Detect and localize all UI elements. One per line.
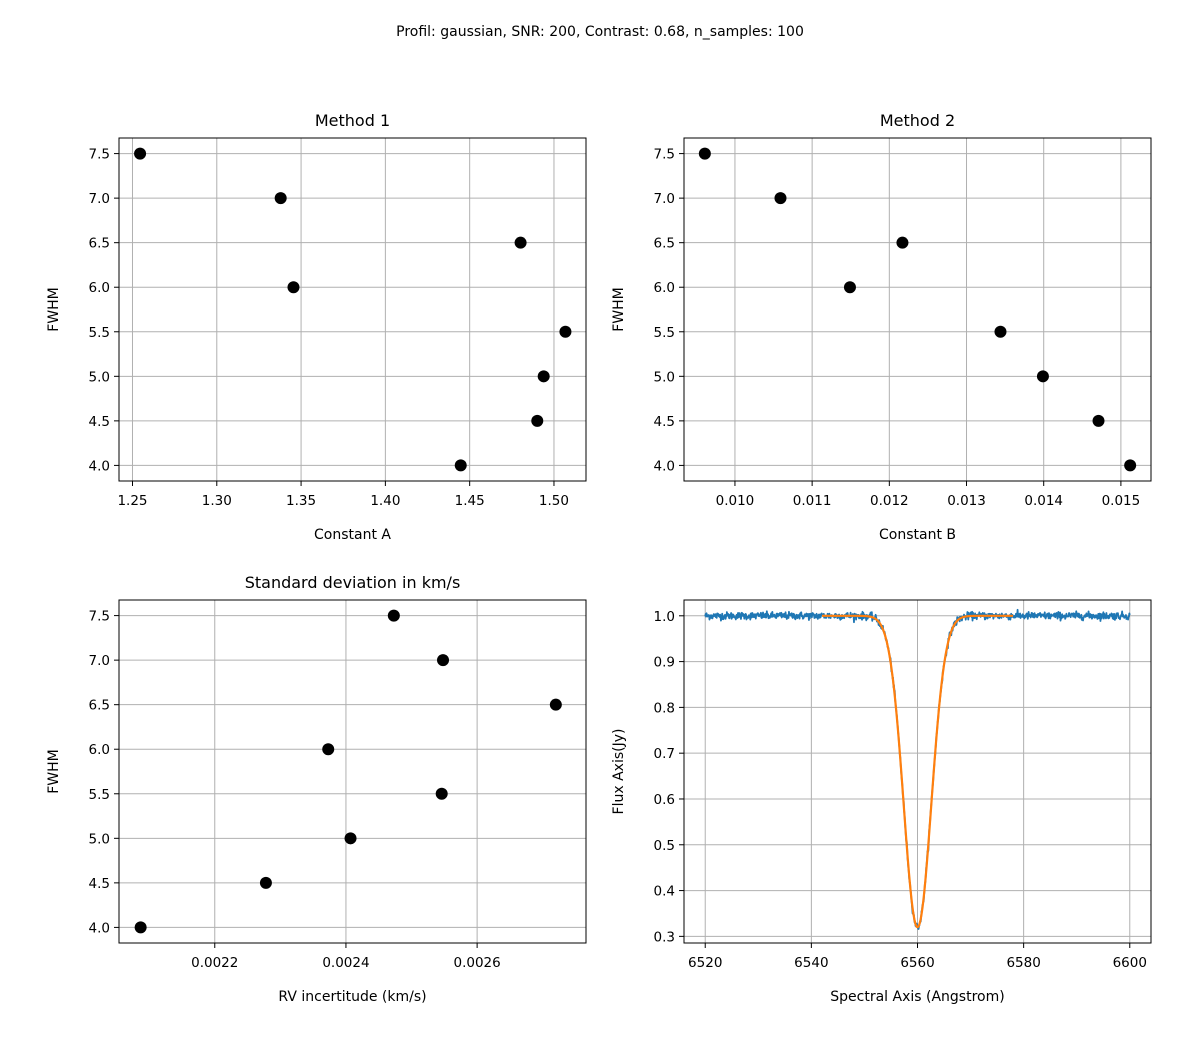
axes-frame <box>118 137 587 482</box>
y-tick-label: 0.5 <box>654 838 675 854</box>
y-axis-label: FWHM <box>611 287 627 332</box>
x-axis-label: Constant A <box>314 527 391 543</box>
x-axis-label: Spectral Axis (Angstrom) <box>830 989 1004 1005</box>
y-tick-label: 4.5 <box>89 876 110 892</box>
figure-suptitle: Profil: gaussian, SNR: 200, Contrast: 0.… <box>396 24 804 40</box>
x-tick-label: 6580 <box>1006 955 1040 971</box>
scatter-point <box>531 414 544 427</box>
x-tick-label: 6560 <box>900 955 934 971</box>
scatter-point <box>1036 370 1049 383</box>
y-tick-label: 7.5 <box>89 609 110 625</box>
y-tick-label: 6.0 <box>89 742 110 758</box>
y-tick-label: 0.8 <box>654 700 675 716</box>
x-tick-label: 6600 <box>1113 955 1147 971</box>
scatter-point <box>559 325 572 338</box>
scatter-point <box>344 832 357 845</box>
y-tick-label: 0.3 <box>654 929 675 945</box>
scatter-point <box>774 192 787 205</box>
x-tick-label: 6540 <box>794 955 828 971</box>
scatter-point <box>387 609 400 622</box>
y-tick-label: 7.0 <box>89 653 110 669</box>
scatter-point <box>259 876 272 889</box>
y-tick-label: 4.0 <box>89 458 110 474</box>
x-tick-label: 0.015 <box>1102 493 1141 509</box>
x-axis-label: RV incertitude (km/s) <box>278 989 426 1005</box>
x-axis-label: Constant B <box>879 527 956 543</box>
y-tick-label: 4.0 <box>654 458 675 474</box>
y-tick-label: 7.0 <box>89 191 110 207</box>
x-tick-label: 1.50 <box>539 493 569 509</box>
chart-panel-4: 6520 6540 6560 6580 6600 0.3 0.4 0.5 0.6 0.7 0.8 0.… <box>611 599 1152 1005</box>
y-tick-label: 1.0 <box>654 609 675 625</box>
y-tick-label: 5.5 <box>89 325 110 341</box>
y-tick-label: 0.6 <box>654 792 675 808</box>
x-tick-label: 1.45 <box>455 493 485 509</box>
y-tick-label: 4.0 <box>89 920 110 936</box>
scatter-point <box>514 236 527 249</box>
scatter-point <box>698 147 711 160</box>
panels: 1.25 1.30 1.35 1.40 1.45 1.50 4.0 4.5 5.0 5.5 6.0 6… <box>46 111 1152 1005</box>
y-tick-label: 0.9 <box>654 655 675 671</box>
scatter-point <box>1092 414 1105 427</box>
scatter-point <box>437 654 450 667</box>
scatter-point <box>435 787 448 800</box>
axes-frame <box>683 137 1152 482</box>
y-tick-label: 7.0 <box>654 191 675 207</box>
x-tick-label: 0.0024 <box>322 955 369 971</box>
y-tick-label: 0.4 <box>654 884 675 900</box>
scatter-point <box>994 325 1007 338</box>
x-tick-label: 1.35 <box>286 493 316 509</box>
y-tick-label: 7.5 <box>654 147 675 163</box>
x-tick-label: 0.0022 <box>191 955 238 971</box>
y-tick-label: 4.5 <box>654 414 675 430</box>
y-tick-label: 5.0 <box>89 831 110 847</box>
axes-frame <box>118 599 587 944</box>
axes-title: Method 2 <box>880 111 955 130</box>
y-tick-label: 6.5 <box>89 236 110 252</box>
y-tick-label: 6.0 <box>89 280 110 296</box>
y-tick-label: 0.7 <box>654 746 675 762</box>
x-tick-label: 1.30 <box>202 493 232 509</box>
scatter-point <box>537 370 550 383</box>
chart-panel-1: 1.25 1.30 1.35 1.40 1.45 1.50 4.0 4.5 5.0 5.5 6.0 6… <box>46 111 587 543</box>
scatter-point <box>274 192 287 205</box>
chart-panel-3: 0.0022 0.0024 0.0026 4.0 4.5 5.0 5.5 6.0 6.5 7.0 7… <box>46 573 587 1005</box>
x-tick-label: 1.40 <box>370 493 400 509</box>
scatter-point <box>1124 459 1137 472</box>
scatter-point <box>896 236 909 249</box>
x-tick-label: 0.012 <box>870 493 909 509</box>
x-tick-label: 0.0026 <box>453 955 500 971</box>
x-tick-label: 0.013 <box>947 493 986 509</box>
fit-series-line <box>821 614 1014 929</box>
axes-title: Standard deviation in km/s <box>245 573 461 592</box>
axes-frame <box>683 599 1152 944</box>
scatter-point <box>843 281 856 294</box>
x-tick-label: 1.25 <box>117 493 147 509</box>
scatter-point <box>454 459 467 472</box>
axes-title: Method 1 <box>315 111 390 130</box>
x-tick-label: 0.014 <box>1024 493 1063 509</box>
y-tick-label: 4.5 <box>89 414 110 430</box>
chart-panel-2: 0.010 0.011 0.012 0.013 0.014 0.015 4.0 4.5 5.0 5… <box>611 111 1152 543</box>
scatter-point <box>134 921 147 934</box>
y-tick-label: 5.5 <box>89 787 110 803</box>
scatter-point <box>134 147 147 160</box>
scatter-point <box>549 698 562 711</box>
y-tick-label: 5.0 <box>89 369 110 385</box>
y-tick-label: 6.5 <box>654 236 675 252</box>
y-axis-label: FWHM <box>46 749 62 794</box>
scatter-point <box>287 281 300 294</box>
x-tick-label: 0.011 <box>793 493 832 509</box>
y-tick-label: 5.0 <box>654 369 675 385</box>
y-axis-label: Flux Axis(Jy) <box>611 729 627 815</box>
y-tick-label: 5.5 <box>654 325 675 341</box>
y-tick-label: 6.5 <box>89 698 110 714</box>
y-axis-label: FWHM <box>46 287 62 332</box>
y-tick-label: 6.0 <box>654 280 675 296</box>
x-tick-label: 6520 <box>688 955 722 971</box>
scatter-point <box>322 743 335 756</box>
y-tick-label: 7.5 <box>89 147 110 163</box>
x-tick-label: 0.010 <box>716 493 755 509</box>
